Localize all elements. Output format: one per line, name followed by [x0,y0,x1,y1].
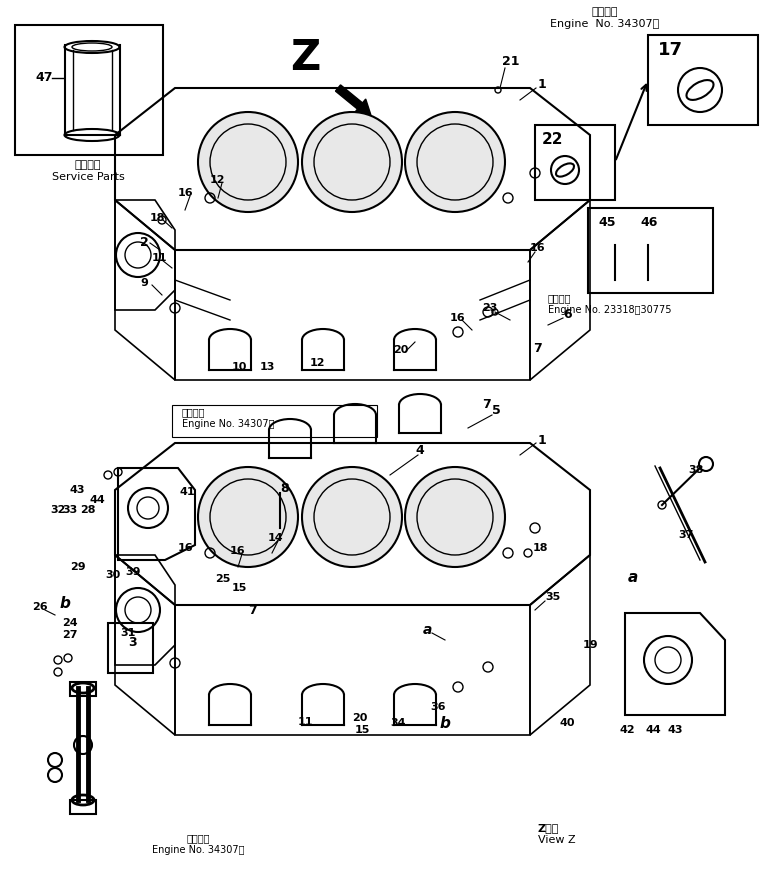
Text: 5: 5 [492,404,501,417]
Text: 26: 26 [32,602,48,612]
Circle shape [405,467,505,567]
Text: Engine  No. 34307～: Engine No. 34307～ [551,19,660,29]
Bar [70,800,96,814]
Bar [588,208,713,293]
Text: Z　視: Z 視 [538,823,559,833]
Text: 補給専用: 補給専用 [75,160,102,170]
Text: 27: 27 [62,630,78,640]
Text: 17: 17 [658,41,683,59]
Circle shape [405,112,505,212]
Text: 34: 34 [390,718,405,728]
Text: 6: 6 [563,309,571,322]
Text: 16: 16 [450,313,465,323]
Text: 31: 31 [120,628,135,638]
Text: 47: 47 [35,72,52,85]
Text: 1: 1 [538,433,547,446]
FancyArrow shape [335,85,371,115]
Text: 11: 11 [298,717,314,727]
Text: 35: 35 [545,592,561,602]
Text: 20: 20 [393,345,408,355]
Text: a: a [628,569,638,584]
Text: View Z: View Z [538,835,576,845]
Text: 適用号機: 適用号機 [592,7,618,17]
Text: 22: 22 [542,133,564,147]
Text: 33: 33 [62,505,77,515]
Text: 41: 41 [180,487,195,497]
Text: 16: 16 [178,543,194,553]
Text: 43: 43 [668,725,684,735]
Text: 適用号機: 適用号機 [186,833,210,843]
Text: Engine No. 23318～30775: Engine No. 23318～30775 [548,305,671,315]
Circle shape [198,467,298,567]
Text: 43: 43 [70,485,85,495]
Text: b: b [60,596,71,610]
Text: 45: 45 [598,215,615,228]
Circle shape [198,112,298,212]
Text: 7: 7 [482,399,491,412]
Text: 44: 44 [90,495,106,505]
Text: 適用号機: 適用号機 [182,407,205,417]
Text: 25: 25 [215,574,231,584]
Circle shape [302,112,402,212]
Text: 21: 21 [502,56,520,69]
Text: 1: 1 [538,78,547,92]
Text: 3: 3 [128,636,137,649]
Bar [15,25,163,155]
Text: 39: 39 [125,567,141,577]
Text: 14: 14 [268,533,284,543]
Text: 28: 28 [80,505,95,515]
Text: 42: 42 [620,725,636,735]
Text: 9: 9 [140,278,148,288]
Text: 12: 12 [310,358,325,368]
Bar [172,405,377,437]
Text: 19: 19 [583,640,598,650]
Bar [535,125,615,200]
Text: 12: 12 [210,175,225,185]
Text: 18: 18 [150,213,165,223]
Text: 18: 18 [533,543,548,553]
Text: 15: 15 [232,583,248,593]
Text: 16: 16 [230,546,245,556]
Text: Engine No. 34307～: Engine No. 34307～ [182,419,275,429]
Text: 36: 36 [430,702,445,712]
Text: 20: 20 [352,713,368,723]
Text: 2: 2 [140,235,148,249]
Text: 32: 32 [50,505,65,515]
Text: 37: 37 [678,530,694,540]
Text: a: a [423,623,432,637]
Text: 7: 7 [248,604,257,617]
Bar [70,682,96,696]
Text: 7: 7 [533,342,541,355]
Text: Service Parts: Service Parts [52,172,125,182]
Text: 適用号機: 適用号機 [548,293,571,303]
Text: 11: 11 [152,253,168,263]
Circle shape [302,467,402,567]
Text: 46: 46 [640,215,657,228]
Text: Engine No. 34307～: Engine No. 34307～ [151,845,245,855]
Text: 16: 16 [530,243,546,253]
Text: 8: 8 [280,481,288,494]
Text: 4: 4 [415,444,424,457]
Text: 24: 24 [62,618,78,628]
Text: 40: 40 [560,718,575,728]
Text: 44: 44 [645,725,661,735]
Bar [108,623,153,673]
Text: 13: 13 [260,362,275,372]
Bar [648,35,758,125]
Text: b: b [440,716,451,731]
Text: Z: Z [290,37,320,79]
Text: 16: 16 [178,188,194,198]
Text: 38: 38 [688,465,704,475]
Text: 29: 29 [70,562,85,572]
Text: 10: 10 [232,362,248,372]
Text: 30: 30 [105,570,120,580]
Text: 23: 23 [482,303,498,313]
Text: 15: 15 [355,725,371,735]
